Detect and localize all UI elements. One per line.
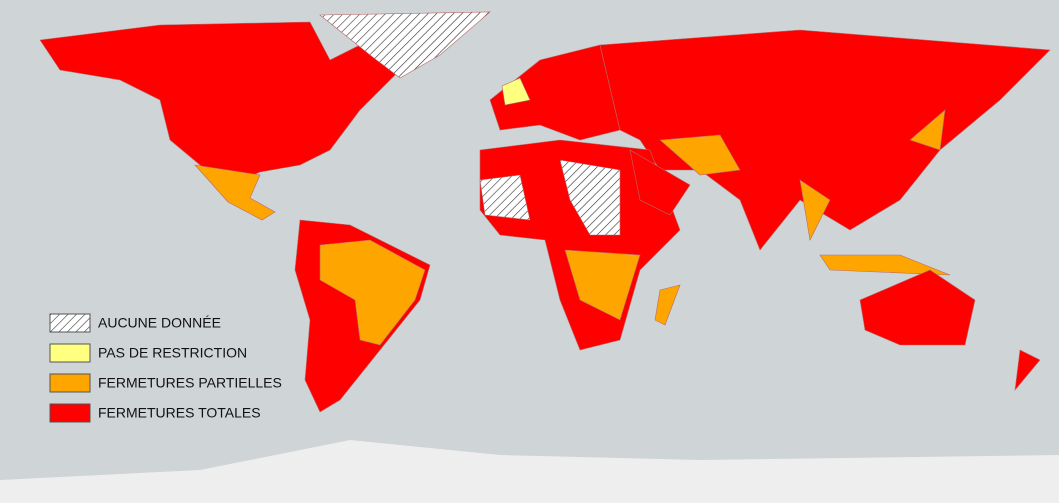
legend-label: FERMETURES PARTIELLES (98, 375, 282, 391)
europe (489, 44, 621, 141)
legend: AUCUNE DONNÉE PAS DE RESTRICTION FERMETU… (49, 313, 282, 423)
legend-swatch (49, 343, 91, 363)
central-africa (564, 249, 641, 321)
africa (479, 139, 681, 351)
greenland (319, 11, 491, 79)
legend-label: PAS DE RESTRICTION (98, 345, 247, 361)
australia (859, 269, 976, 346)
southeast-asia (799, 179, 831, 241)
legend-label: AUCUNE DONNÉE (98, 315, 221, 331)
new-zealand (1014, 349, 1041, 391)
legend-label: FERMETURES TOTALES (98, 405, 261, 421)
sahara-no-data (559, 159, 621, 236)
brazil (319, 239, 426, 346)
japan (909, 109, 946, 151)
countries (39, 11, 1051, 413)
madagascar (654, 284, 681, 326)
north-america (39, 21, 401, 186)
legend-swatch (49, 373, 91, 393)
mexico-central-america (194, 164, 276, 221)
indonesia (819, 254, 951, 276)
legend-swatch (49, 403, 91, 423)
west-africa-no-data (479, 174, 531, 221)
arabia (629, 149, 691, 216)
iran-afghanistan (659, 134, 741, 176)
united-kingdom (501, 77, 531, 106)
antarctica (0, 440, 1059, 503)
legend-hatch (49, 313, 91, 333)
